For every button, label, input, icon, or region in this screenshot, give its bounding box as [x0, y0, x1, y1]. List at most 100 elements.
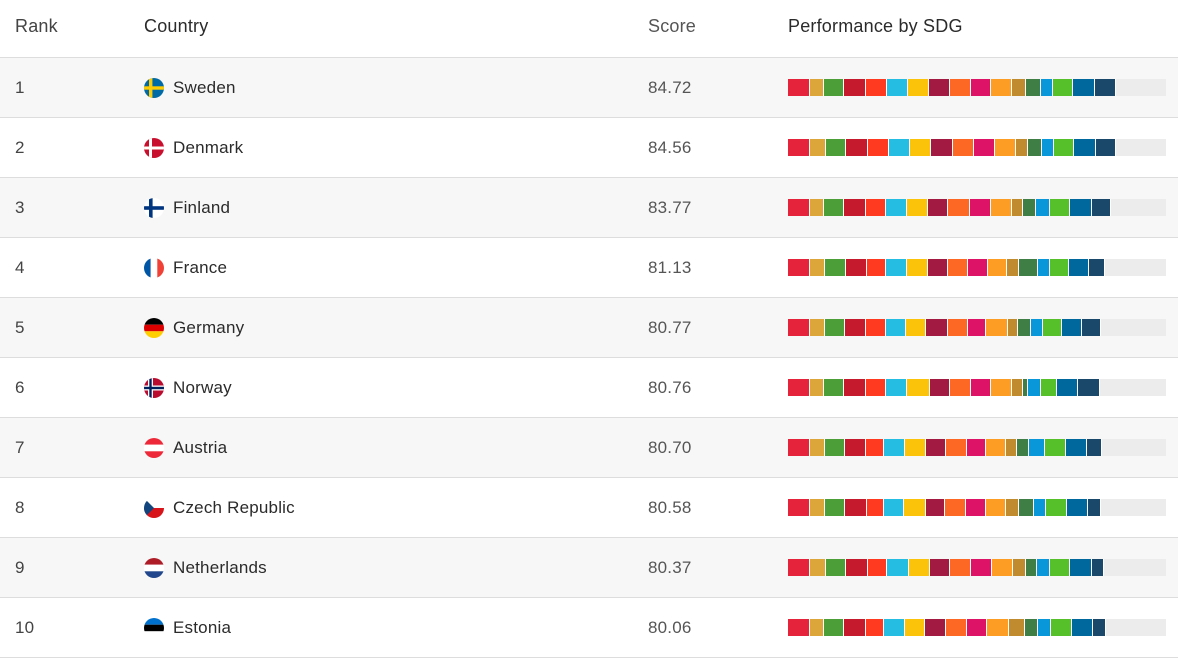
- sdg-15-segment[interactable]: [1046, 499, 1068, 516]
- sdg-12-segment[interactable]: [1007, 319, 1019, 336]
- sdg-5-segment[interactable]: [867, 259, 887, 276]
- country-name[interactable]: Finland: [173, 197, 231, 217]
- sdg-12-segment[interactable]: [1005, 499, 1019, 516]
- sdg-12-segment[interactable]: [1006, 439, 1018, 456]
- sdg-8-segment[interactable]: [925, 499, 946, 516]
- sdg-1-segment[interactable]: [788, 499, 811, 516]
- country-cell[interactable]: Germany: [144, 298, 244, 357]
- sdg-9-segment[interactable]: [952, 139, 974, 156]
- table-row[interactable]: 1 Sweden 84.72: [0, 58, 1178, 118]
- sdg-17-segment[interactable]: [1088, 259, 1105, 276]
- sdg-performance-cell[interactable]: [788, 238, 1166, 297]
- sdg-1-segment[interactable]: [788, 259, 811, 276]
- sdg-performance-cell[interactable]: [788, 178, 1166, 237]
- sdg-4-segment[interactable]: [846, 139, 869, 156]
- sdg-2-segment[interactable]: [810, 259, 826, 276]
- sdg-4-segment[interactable]: [844, 619, 866, 636]
- sdg-11-segment[interactable]: [991, 79, 1013, 96]
- sdg-performance-bar[interactable]: [788, 499, 1166, 516]
- sdg-12-segment[interactable]: [1008, 619, 1026, 636]
- sdg-8-segment[interactable]: [925, 439, 946, 456]
- sdg-3-segment[interactable]: [824, 79, 845, 96]
- country-cell[interactable]: Czech Republic: [144, 478, 295, 537]
- sdg-10-segment[interactable]: [969, 199, 991, 216]
- sdg-7-segment[interactable]: [908, 559, 931, 576]
- sdg-16-segment[interactable]: [1066, 439, 1088, 456]
- sdg-12-segment[interactable]: [1007, 259, 1019, 276]
- sdg-5-segment[interactable]: [868, 139, 889, 156]
- sdg-17-segment[interactable]: [1077, 379, 1101, 396]
- country-cell[interactable]: Estonia: [144, 598, 231, 657]
- sdg-17-segment[interactable]: [1094, 79, 1117, 96]
- sdg-5-segment[interactable]: [868, 559, 888, 576]
- sdg-4-segment[interactable]: [846, 559, 869, 576]
- table-row[interactable]: 4 France 81.13: [0, 238, 1178, 298]
- sdg-performance-bar[interactable]: [788, 259, 1166, 276]
- sdg-11-segment[interactable]: [986, 439, 1007, 456]
- sdg-14-segment[interactable]: [1036, 199, 1051, 216]
- sdg-17-segment[interactable]: [1082, 319, 1101, 336]
- column-header-country[interactable]: Country: [144, 16, 209, 36]
- country-cell[interactable]: Austria: [144, 418, 227, 477]
- sdg-9-segment[interactable]: [947, 259, 969, 276]
- sdg-3-segment[interactable]: [825, 139, 847, 156]
- sdg-12-segment[interactable]: [1013, 559, 1026, 576]
- table-row[interactable]: 3 Finland 83.77: [0, 178, 1178, 238]
- sdg-2-segment[interactable]: [810, 559, 826, 576]
- sdg-14-segment[interactable]: [1034, 499, 1047, 516]
- sdg-13-segment[interactable]: [1026, 79, 1042, 96]
- sdg-15-segment[interactable]: [1050, 199, 1071, 216]
- sdg-11-segment[interactable]: [994, 139, 1016, 156]
- sdg-12-segment[interactable]: [1015, 139, 1028, 156]
- country-name[interactable]: Sweden: [173, 77, 236, 97]
- sdg-7-segment[interactable]: [905, 619, 926, 636]
- sdg-9-segment[interactable]: [948, 199, 970, 216]
- sdg-8-segment[interactable]: [929, 379, 950, 396]
- sdg-15-segment[interactable]: [1044, 439, 1067, 456]
- sdg-performance-cell[interactable]: [788, 358, 1166, 417]
- sdg-14-segment[interactable]: [1038, 619, 1051, 636]
- sdg-16-segment[interactable]: [1074, 139, 1096, 156]
- sdg-13-segment[interactable]: [1017, 439, 1030, 456]
- sdg-5-segment[interactable]: [865, 619, 885, 636]
- sdg-15-segment[interactable]: [1043, 319, 1063, 336]
- sdg-performance-bar[interactable]: [788, 139, 1166, 156]
- sdg-17-segment[interactable]: [1092, 619, 1107, 636]
- sdg-9-segment[interactable]: [950, 559, 972, 576]
- sdg-7-segment[interactable]: [907, 379, 930, 396]
- sdg-14-segment[interactable]: [1041, 139, 1055, 156]
- sdg-performance-cell[interactable]: [788, 478, 1166, 537]
- sdg-4-segment[interactable]: [844, 199, 867, 216]
- sdg-3-segment[interactable]: [824, 499, 846, 516]
- sdg-10-segment[interactable]: [968, 259, 988, 276]
- sdg-16-segment[interactable]: [1070, 199, 1093, 216]
- sdg-2-segment[interactable]: [810, 499, 825, 516]
- sdg-14-segment[interactable]: [1029, 439, 1045, 456]
- sdg-10-segment[interactable]: [968, 319, 987, 336]
- sdg-17-segment[interactable]: [1095, 139, 1117, 156]
- sdg-1-segment[interactable]: [788, 439, 811, 456]
- sdg-9-segment[interactable]: [945, 439, 967, 456]
- sdg-3-segment[interactable]: [823, 199, 845, 216]
- sdg-12-segment[interactable]: [1011, 199, 1024, 216]
- sdg-3-segment[interactable]: [825, 259, 846, 276]
- country-cell[interactable]: Finland: [144, 178, 230, 237]
- sdg-2-segment[interactable]: [810, 619, 824, 636]
- sdg-14-segment[interactable]: [1041, 79, 1054, 96]
- sdg-7-segment[interactable]: [907, 79, 930, 96]
- country-cell[interactable]: France: [144, 238, 227, 297]
- sdg-6-segment[interactable]: [884, 439, 906, 456]
- sdg-performance-bar[interactable]: [788, 619, 1166, 636]
- sdg-15-segment[interactable]: [1050, 259, 1070, 276]
- sdg-13-segment[interactable]: [1018, 499, 1035, 516]
- sdg-6-segment[interactable]: [884, 619, 906, 636]
- sdg-10-segment[interactable]: [970, 79, 992, 96]
- sdg-13-segment[interactable]: [1025, 619, 1039, 636]
- sdg-performance-cell[interactable]: [788, 418, 1166, 477]
- sdg-17-segment[interactable]: [1091, 559, 1105, 576]
- sdg-15-segment[interactable]: [1041, 379, 1057, 396]
- sdg-performance-bar[interactable]: [788, 559, 1166, 576]
- sdg-6-segment[interactable]: [887, 559, 909, 576]
- country-name[interactable]: Czech Republic: [173, 497, 295, 517]
- country-cell[interactable]: Netherlands: [144, 538, 267, 597]
